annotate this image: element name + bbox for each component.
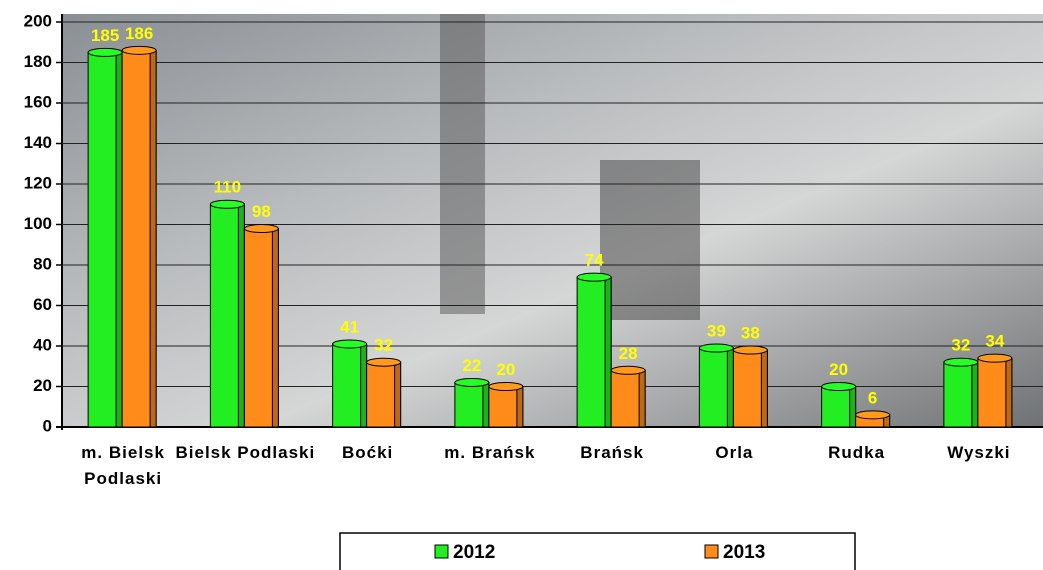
value-label: 20 — [496, 360, 515, 379]
bar — [855, 410, 891, 428]
bar-side — [115, 51, 123, 428]
value-label: 20 — [829, 360, 848, 379]
bar — [243, 224, 279, 428]
bar-cap — [366, 357, 402, 367]
x-tick-label-box: Wyszki — [947, 443, 1011, 462]
x-tick-label-box: m. Bielsk Podlaski — [81, 443, 165, 488]
value-label: 41 — [340, 317, 359, 336]
bar-cap — [610, 365, 646, 375]
bar-side — [482, 381, 490, 428]
bar-cap — [855, 410, 891, 420]
x-tick-label-box: m. Brańsk — [444, 443, 536, 462]
x-tick-label-box: Boćki — [341, 443, 394, 462]
y-tick-label: 0 — [43, 416, 52, 435]
legend-swatch — [704, 544, 719, 559]
x-tick-label: Orla — [715, 443, 754, 462]
bar-cap — [488, 382, 524, 391]
x-tick-label-box: Orla — [715, 443, 754, 462]
bar-side — [237, 203, 245, 428]
bar — [332, 339, 368, 428]
y-tick-label: 160 — [24, 92, 52, 111]
bar-cap — [821, 382, 857, 391]
bar — [821, 382, 857, 428]
bar — [698, 343, 734, 428]
bar-cap — [87, 47, 123, 57]
bar-side — [849, 386, 857, 428]
bar — [209, 199, 245, 428]
value-label: 6 — [868, 388, 877, 407]
value-label: 32 — [374, 336, 393, 355]
x-tick-label: Rudka — [828, 443, 886, 462]
y-tick-label: 180 — [24, 52, 52, 71]
x-tick-label-box: Bielsk Podlaski — [175, 443, 316, 462]
bar-side — [1005, 357, 1013, 428]
value-label: 98 — [252, 202, 271, 221]
bar-side — [760, 349, 768, 428]
bar-side — [271, 228, 279, 428]
value-label: 186 — [125, 24, 153, 43]
bar-side — [638, 369, 646, 428]
y-tick-label: 80 — [33, 254, 52, 273]
y-tick-label: 200 — [24, 11, 52, 30]
bar-cap — [576, 272, 612, 282]
bar — [87, 47, 123, 428]
bar — [977, 353, 1013, 428]
y-tick-label: 100 — [24, 214, 52, 233]
value-label: 110 — [214, 178, 241, 197]
y-tick-label: 60 — [33, 295, 52, 314]
bar — [732, 345, 768, 428]
value-label: 28 — [619, 344, 638, 363]
bar-cap — [977, 353, 1013, 363]
bar-side — [360, 343, 368, 428]
bar-side — [516, 386, 524, 428]
x-tick-label-box: Rudka — [828, 443, 886, 462]
bar-cap — [732, 345, 768, 355]
value-label: 185 — [91, 26, 119, 45]
bar — [610, 365, 646, 428]
y-tick-label: 120 — [24, 173, 52, 192]
value-label: 22 — [462, 356, 481, 375]
x-tick-label: Wyszki — [947, 443, 1011, 462]
legend-label: 2013 — [723, 542, 765, 563]
bar-cap — [243, 224, 279, 234]
bar — [454, 377, 490, 428]
x-tick-label: Boćki — [341, 443, 394, 462]
legend-box — [339, 532, 856, 570]
x-tick-label-box: Brańsk — [580, 443, 644, 462]
bar-cap — [698, 343, 734, 353]
plot-background — [62, 14, 1043, 427]
bar-cap — [121, 45, 157, 55]
value-label: 34 — [985, 332, 1004, 351]
bar-cap — [454, 377, 490, 387]
bar — [943, 357, 979, 428]
bar-side — [971, 361, 979, 428]
bar-side — [149, 49, 157, 428]
bar — [576, 272, 612, 428]
x-tick-label: Brańsk — [580, 443, 644, 462]
value-label: 74 — [585, 251, 604, 270]
legend-swatch — [434, 544, 449, 559]
y-tick-label: 40 — [33, 335, 52, 354]
bar-side — [604, 276, 612, 428]
y-tick-label: 20 — [33, 376, 52, 395]
bar-cap — [209, 199, 245, 209]
background-figure — [600, 160, 700, 320]
bar-cap — [332, 339, 368, 349]
bar — [488, 382, 524, 428]
y-tick-label: 140 — [24, 133, 52, 152]
x-tick-label: Bielsk Podlaski — [175, 443, 316, 462]
x-tick-label: m. Bielsk Podlaski — [81, 443, 165, 488]
bar — [121, 45, 157, 428]
bar-cap — [943, 357, 979, 367]
value-label: 32 — [951, 336, 970, 355]
bar-side — [726, 347, 734, 428]
x-tick-label: m. Brańsk — [444, 443, 536, 462]
background-pillar — [440, 14, 485, 314]
bar — [366, 357, 402, 428]
bar-side — [394, 361, 402, 428]
legend-label: 2012 — [453, 542, 495, 563]
value-label: 39 — [707, 322, 726, 341]
value-label: 38 — [741, 324, 760, 343]
